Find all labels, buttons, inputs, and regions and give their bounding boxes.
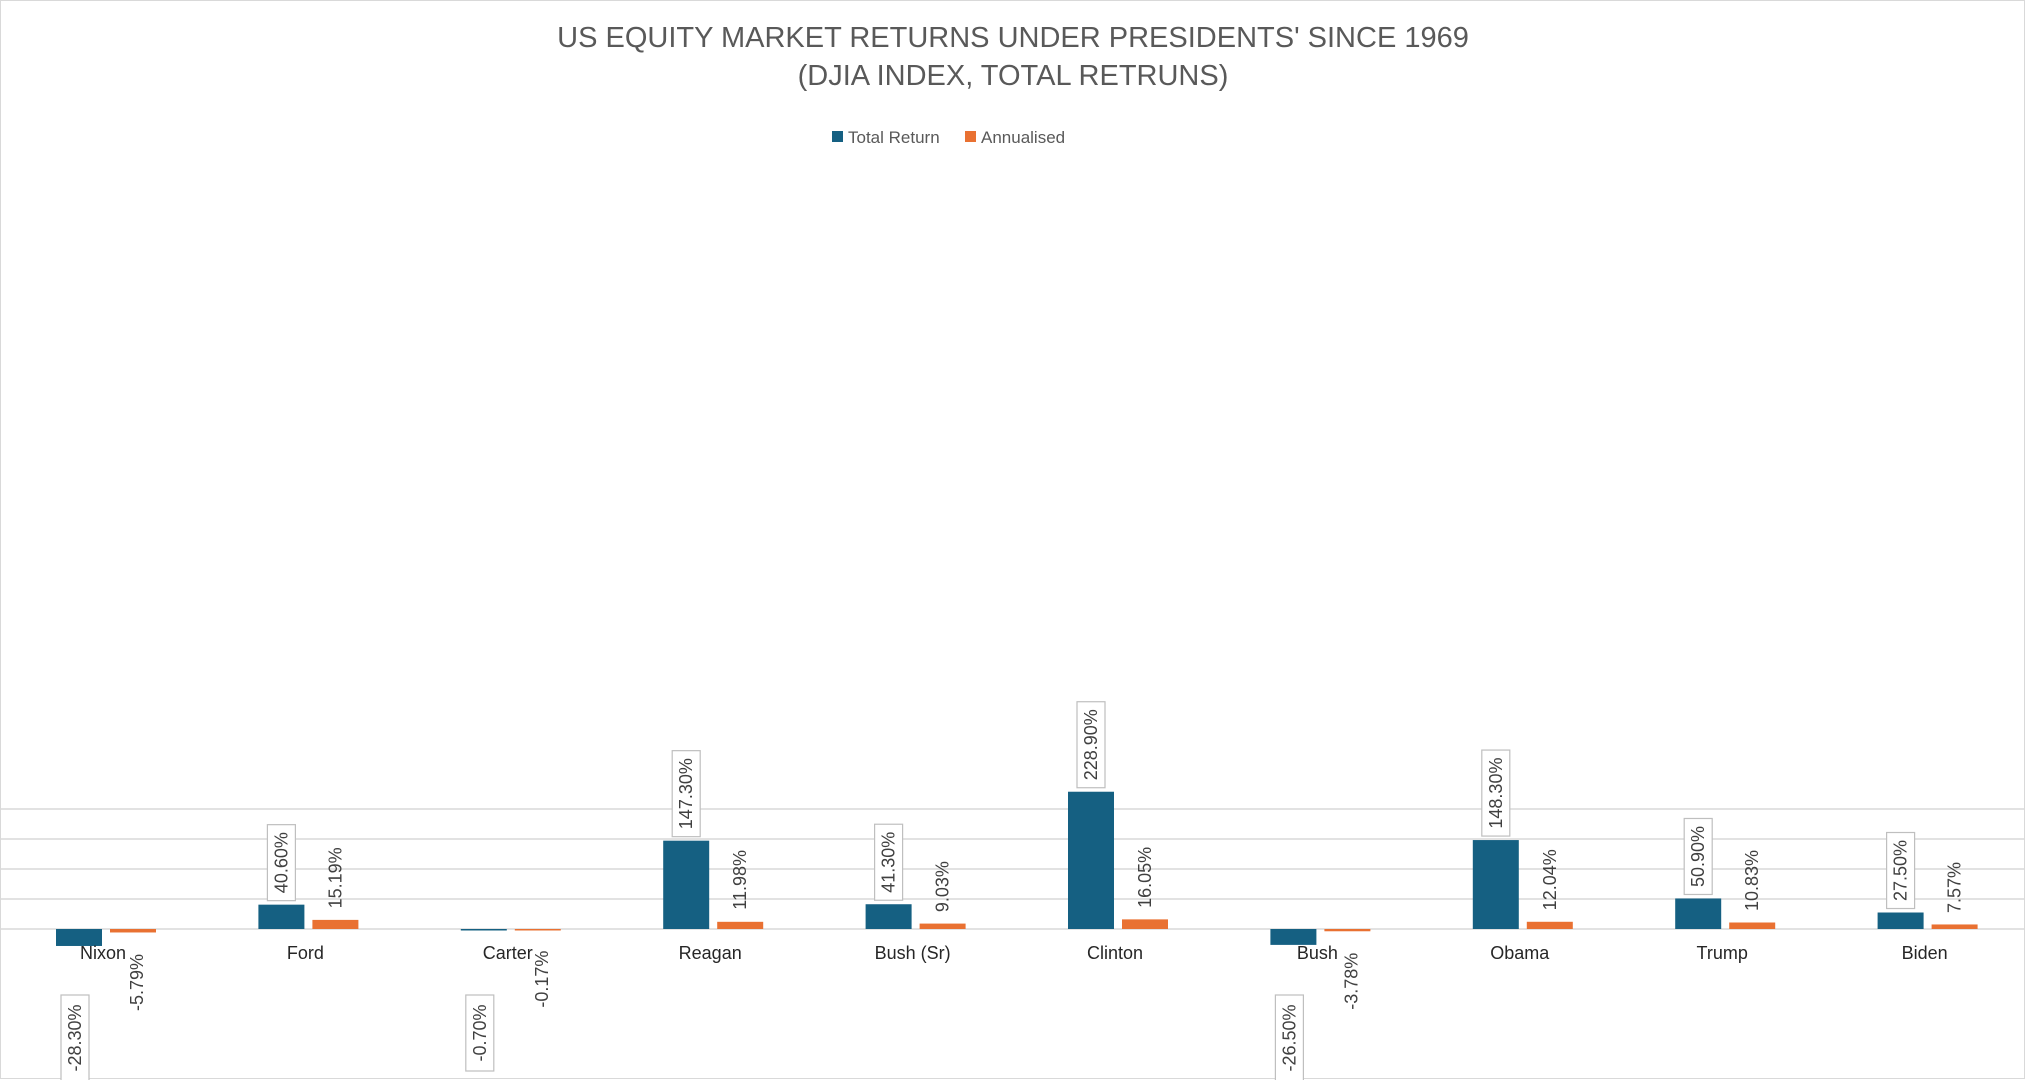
legend-swatch-annualised <box>965 131 976 142</box>
data-label-box <box>60 994 90 1080</box>
data-label-box <box>1481 749 1511 837</box>
data-label-total-return: -28.30% <box>60 994 90 1080</box>
legend-label-annualised: Annualised <box>981 128 1065 147</box>
bar-annualised <box>1526 921 1573 929</box>
bar-total-return <box>865 904 912 929</box>
category-label: Biden <box>1902 943 1948 963</box>
data-label-text: -0.17% <box>532 951 552 1008</box>
bar-total-return <box>663 840 710 929</box>
data-label-text: 228.90% <box>1081 709 1101 780</box>
data-label-text: -5.79% <box>127 954 147 1011</box>
bars <box>56 791 1978 946</box>
legend-swatch-total-return <box>832 131 843 142</box>
data-label-annualised: 12.04% <box>1540 849 1560 910</box>
legend: Total Return Annualised <box>832 128 1065 147</box>
category-label: Obama <box>1490 943 1550 963</box>
data-label-text: 50.90% <box>1688 826 1708 887</box>
data-label-text: 148.30% <box>1486 758 1506 829</box>
data-label-total-return: 147.30% <box>671 750 701 838</box>
bar-annualised <box>110 929 156 933</box>
data-label-annualised: 7.57% <box>1945 862 1965 913</box>
data-label-annualised: -3.78% <box>1341 953 1361 1010</box>
bar-annualised <box>1324 929 1371 932</box>
category-labels: Nixon Ford Carter Reagan Bush (Sr) Clinton Bus… <box>80 943 1948 963</box>
bar-annualised <box>514 929 561 931</box>
bar-total-return <box>1877 912 1924 929</box>
data-label-annualised: 10.83% <box>1742 850 1762 911</box>
bar-annualised <box>1729 922 1776 929</box>
data-label-text: 147.30% <box>676 758 696 829</box>
data-label-annualised: 15.19% <box>325 847 345 908</box>
bar-total-return <box>1068 791 1114 929</box>
data-label-total-return: 41.30% <box>873 823 904 901</box>
data-label-total-return: 40.60% <box>266 824 296 902</box>
data-label-text: 11.98% <box>730 850 750 910</box>
data-label-text: 7.57% <box>1945 862 1965 913</box>
data-label-box <box>1885 831 1916 910</box>
category-label: Carter <box>483 943 533 963</box>
bar-annualised <box>1931 924 1978 929</box>
data-label-text: 40.60% <box>271 832 291 893</box>
data-label-annualised: -0.17% <box>532 951 552 1008</box>
category-label: Ford <box>287 943 324 963</box>
bar-annualised <box>1122 919 1168 929</box>
data-label-text: 27.50% <box>1891 840 1911 901</box>
data-label-text: 15.19% <box>325 847 345 908</box>
legend-label-total-return: Total Return <box>848 128 940 147</box>
data-label-text: 41.30% <box>879 832 899 893</box>
data-label-text: -26.50% <box>1279 1004 1299 1071</box>
data-label-text: 9.03% <box>933 861 953 912</box>
bar-total-return <box>460 929 507 931</box>
bar-total-return <box>1675 898 1722 929</box>
data-label-text: -3.78% <box>1341 953 1361 1010</box>
bar-total-return <box>56 929 102 946</box>
category-label: Bush <box>1297 943 1338 963</box>
data-label-annualised: 9.03% <box>933 861 953 912</box>
data-label-total-return: 148.30% <box>1481 749 1511 837</box>
data-label-text: -28.30% <box>65 1004 85 1071</box>
data-label-box <box>1076 701 1106 789</box>
category-label: Bush (Sr) <box>875 943 951 963</box>
data-label-text: 16.05% <box>1135 847 1155 908</box>
data-label-text: 10.83% <box>1742 850 1762 911</box>
data-label-box <box>465 994 495 1072</box>
chart-title: US EQUITY MARKET RETURNS UNDER PRESIDENT… <box>557 22 1469 54</box>
data-label-annualised: 16.05% <box>1135 847 1155 908</box>
data-label-annualised: 11.98% <box>730 850 750 910</box>
category-label: Reagan <box>679 943 742 963</box>
bar-annualised <box>717 921 764 929</box>
category-label: Nixon <box>80 943 126 963</box>
bar-total-return <box>1472 840 1519 929</box>
data-label-total-return: -26.50% <box>1274 994 1305 1080</box>
data-label-total-return: 228.90% <box>1076 701 1106 789</box>
data-label-total-return: -0.70% <box>465 994 495 1072</box>
category-label: Trump <box>1697 943 1748 963</box>
bar-annualised <box>312 919 359 929</box>
chart-subtitle: (DJIA INDEX, TOTAL RETRUNS) <box>798 60 1229 92</box>
data-label-box <box>671 750 701 838</box>
data-label-annualised: -5.79% <box>127 954 147 1011</box>
data-label-box <box>1683 817 1713 896</box>
bar-total-return <box>1270 929 1317 945</box>
bar-total-return <box>258 904 305 929</box>
data-labels: -28.30% -5.79% 40.60% 15.19% -0.70% -0.17% 147… <box>60 701 1965 1080</box>
category-label: Clinton <box>1087 943 1143 963</box>
bar-annualised <box>919 923 966 929</box>
data-label-total-return: 50.90% <box>1683 817 1713 896</box>
data-label-total-return: 27.50% <box>1885 831 1916 910</box>
data-label-box <box>266 824 296 902</box>
data-label-text: 12.04% <box>1540 849 1560 910</box>
gridlines <box>1 808 2025 930</box>
data-label-box <box>873 823 904 901</box>
data-label-text: -0.70% <box>470 1004 490 1061</box>
data-label-box <box>1274 994 1305 1080</box>
